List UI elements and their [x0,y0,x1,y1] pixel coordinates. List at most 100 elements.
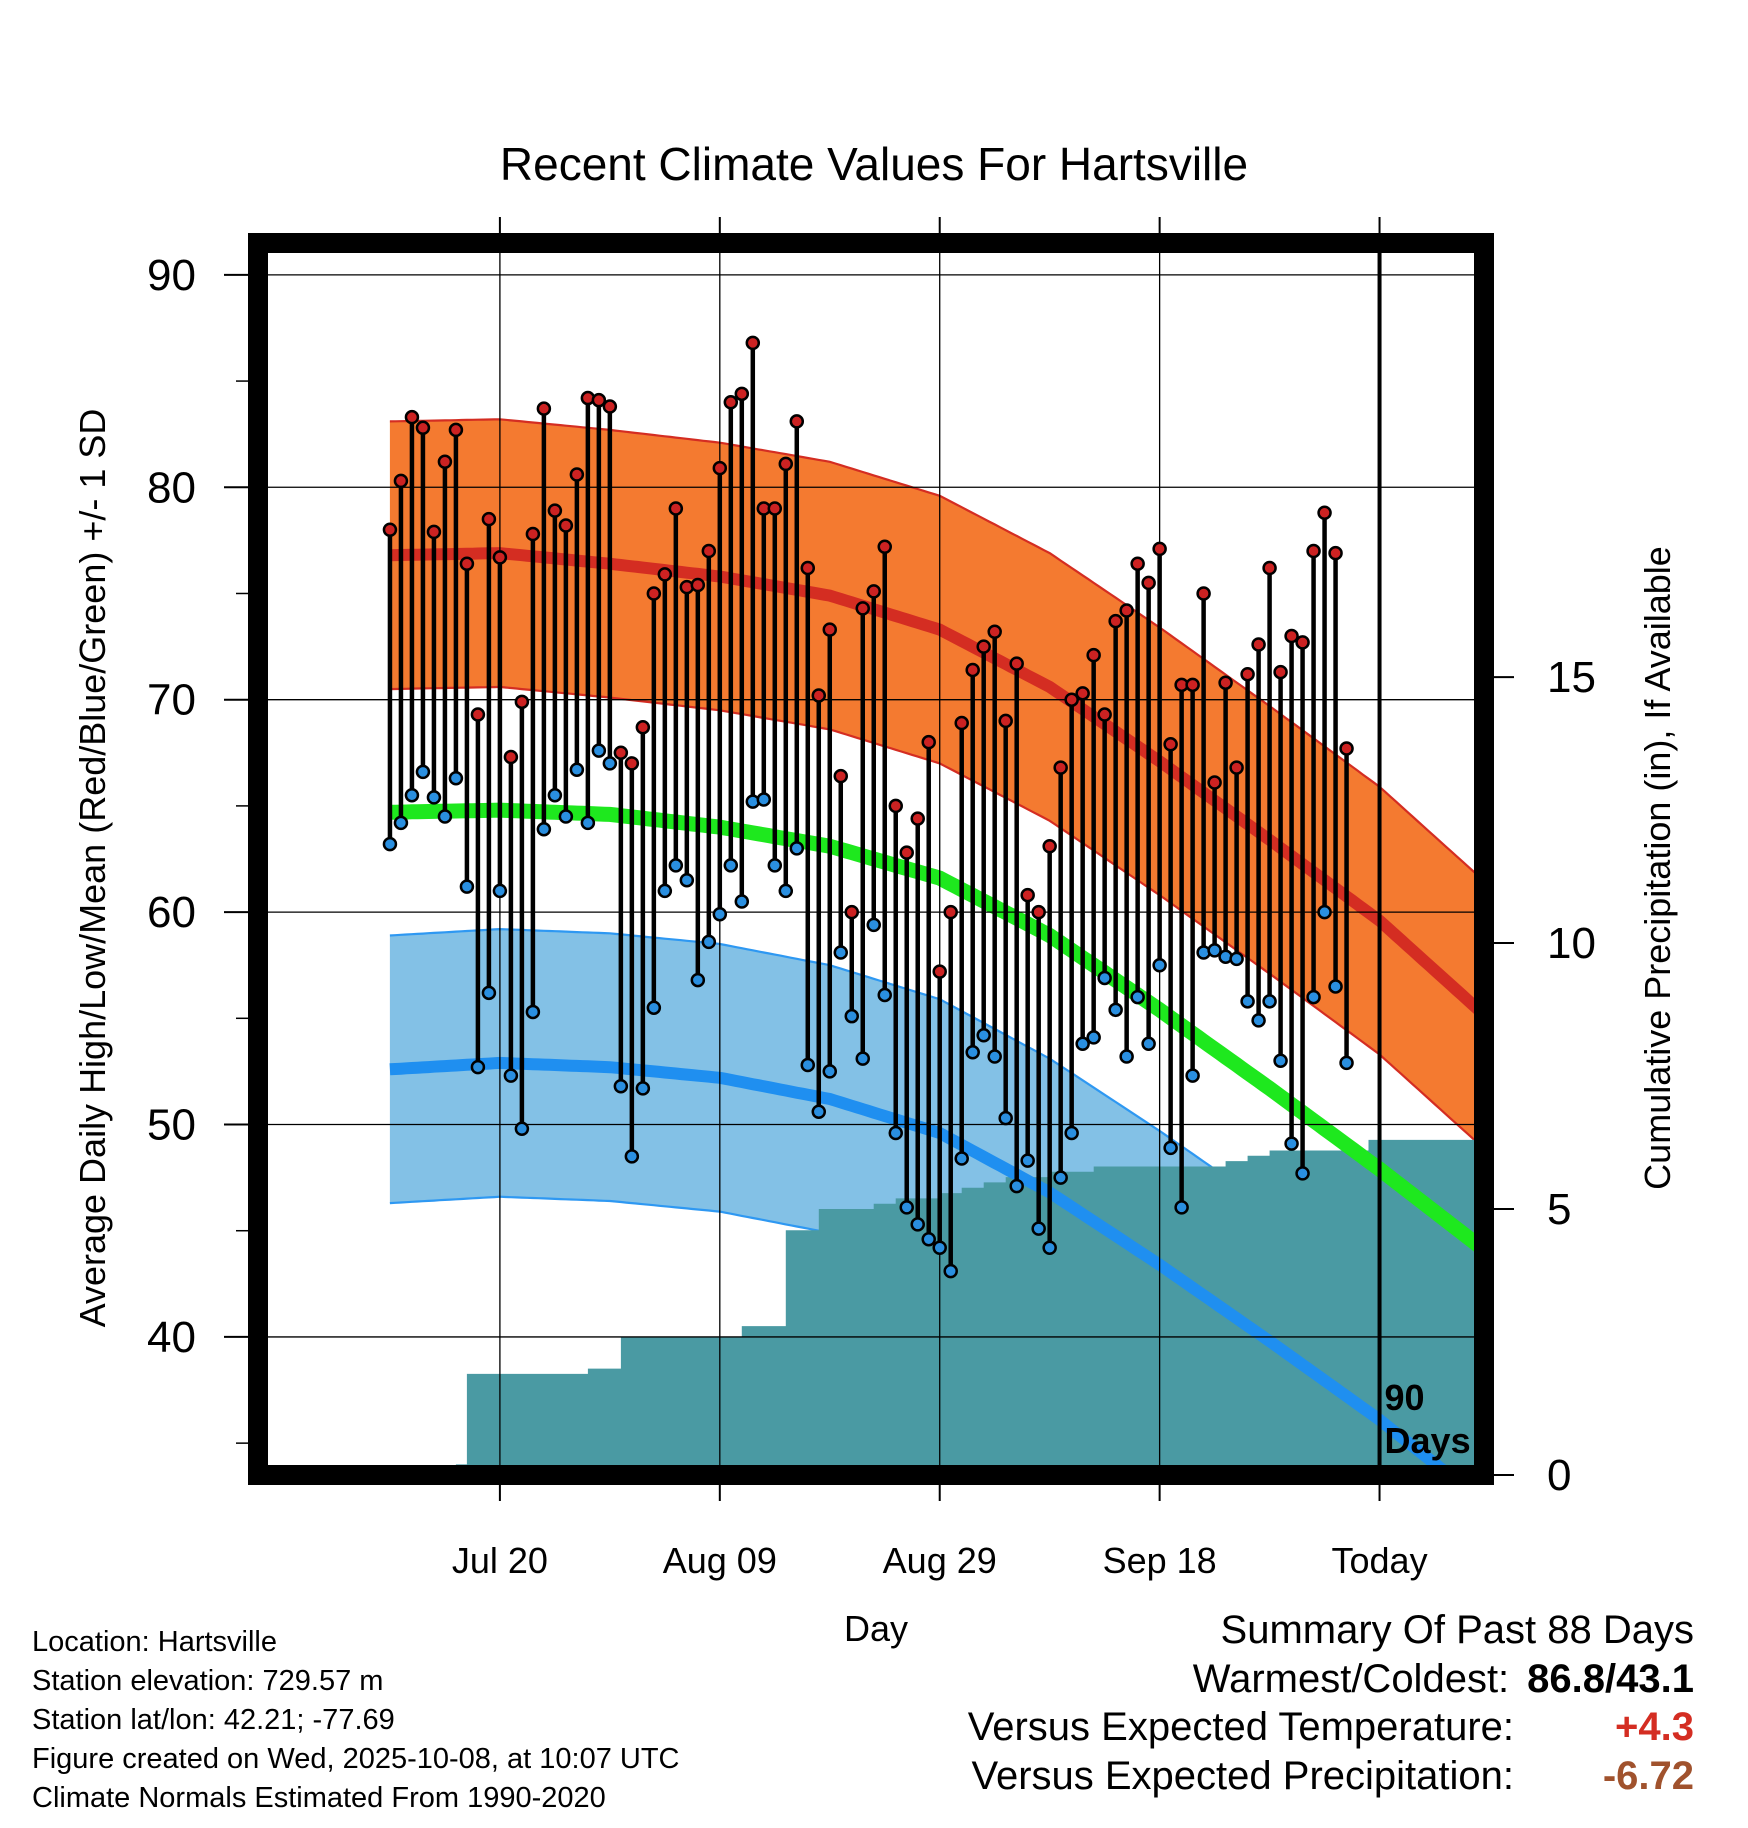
daily-low-point [932,1240,947,1255]
daily-high-point [602,399,618,414]
daily-low-point [888,1125,903,1141]
daily-low-point [1108,1002,1123,1018]
daily-high-point [833,768,849,784]
summary-warm-cold: Warmest/Coldest: 86.8/43.1 [968,1655,1694,1704]
y-tick-label-70: 70 [147,676,196,725]
daily-high-point [1097,707,1112,722]
daily-low-point [437,809,453,824]
daily-high-point [811,688,827,703]
y-tick-label-90: 90 [147,251,196,300]
daily-high-point [393,473,409,489]
daily-high-point [514,694,530,710]
daily-low-point [789,841,805,856]
daily-high-point [1339,741,1354,756]
daily-low-point [844,1008,860,1024]
summary-panel: Summary Of Past 88 Days Warmest/Coldest:… [968,1606,1694,1800]
daily-low-point [1240,994,1255,1009]
daily-high-point [404,409,420,425]
daily-high-point [767,501,783,516]
daily-low-point [899,1200,914,1215]
x-axis-label: Day [844,1608,908,1649]
daily-low-point [756,792,772,807]
daily-low-point [1075,1036,1090,1052]
daily-low-point [624,1149,640,1164]
daily-high-point [998,713,1013,729]
precip-anomaly-value: -6.72 [1602,1753,1694,1798]
daily-high-point [547,503,563,518]
daily-low-point [448,771,464,786]
daily-low-point [822,1064,838,1079]
daily-high-point [1075,686,1090,701]
summary-temp: Versus Expected Temperature: +4.3 [968,1703,1694,1752]
daily-low-point [1163,1140,1178,1156]
daily-low-point [602,756,618,771]
window-label-days: Days [1385,1420,1471,1461]
temp-anomaly-label: Versus Expected Temperature: [967,1705,1514,1749]
daily-high-point [503,749,519,765]
daily-high-point [569,467,585,482]
daily-high-point [1020,887,1035,903]
daily-low-point [569,762,585,778]
daily-low-point [1284,1136,1299,1151]
daily-low-point [800,1057,816,1073]
daily-high-point [1273,664,1288,680]
daily-high-point [426,524,442,540]
daily-low-point [833,945,849,960]
daily-high-point [888,798,903,814]
daily-low-point [723,858,739,873]
daily-low-point [943,1263,958,1279]
daily-low-point [778,883,794,899]
daily-low-point [1130,989,1145,1005]
daily-low-point [613,1079,629,1094]
chart-title: Recent Climate Values For Hartsville [500,138,1248,190]
daily-low-point [954,1151,969,1166]
daily-high-point [1130,556,1145,571]
plot-frame [248,233,1494,1485]
daily-high-point [745,335,761,351]
normal-high-band [389,419,1474,1140]
daily-high-point [1295,635,1310,650]
daily-low-point [580,815,596,831]
daily-low-point [415,764,431,780]
daily-high-point [1031,904,1046,920]
temp-anomaly-value: +4.3 [1615,1705,1694,1749]
daily-high-point [646,586,662,601]
daily-high-point [635,720,651,735]
normal-low-line [389,1056,1447,1465]
daily-high-point [778,456,794,472]
daily-low-point [712,906,728,922]
daily-low-point [393,815,409,831]
daily-high-point [1207,775,1222,790]
daily-low-point [558,809,574,824]
elevation-text: Station elevation: 729.57 m [32,1665,384,1697]
y-tick-label-50: 50 [147,1101,196,1150]
daily-low-point [536,822,552,837]
daily-low-point [679,872,695,888]
daily-low-point [1328,979,1343,994]
daily-low-point [987,1049,1002,1064]
daily-high-point [1086,647,1101,663]
daily-high-point [382,522,398,538]
daily-low-point [811,1104,827,1120]
daily-high-point [437,454,453,470]
daily-high-point [668,501,684,516]
y-tick-label-60: 60 [147,888,196,937]
y-axis-label: Average Daily High/Low/Mean (Red/Blue/Gr… [72,409,113,1328]
daily-high-point [1328,545,1343,561]
daily-low-point [921,1231,936,1247]
x-tick-label-jul-20: Jul 20 [452,1540,548,1581]
plot-area [268,253,1474,1465]
daily-low-point [976,1028,991,1043]
y2-axis-label: Cumulative Precipitation (in), If Availa… [1637,546,1678,1190]
daily-high-point [965,662,980,678]
daily-high-point [822,622,838,637]
x-tick-label-aug-09: Aug 09 [663,1540,777,1581]
daily-high-point [1306,543,1321,559]
daily-high-point [1251,637,1266,652]
daily-high-point [1141,575,1156,591]
daily-high-point [624,756,640,771]
daily-high-point [536,401,552,416]
daily-high-point [1185,677,1200,693]
daily-low-point [668,858,684,873]
daily-low-point [492,883,508,899]
